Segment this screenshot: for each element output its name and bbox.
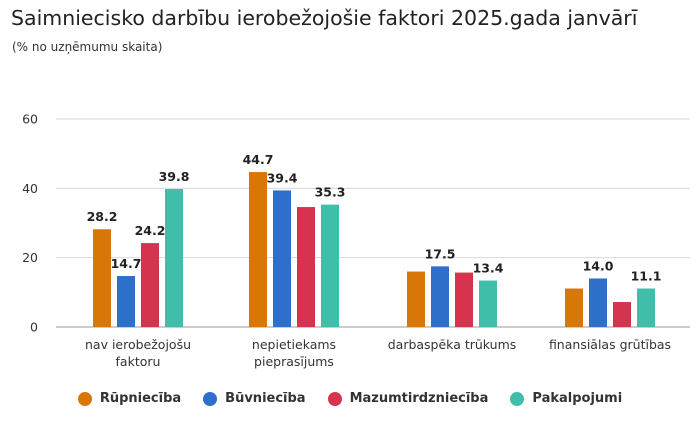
legend-swatch <box>203 391 218 406</box>
legend: Rūpniecība Būvniecība Mazumtirdzniecība Pak… <box>0 391 700 406</box>
bar <box>479 280 497 327</box>
legend-item[interactable]: Mazumtirdzniecība <box>327 391 489 406</box>
bar <box>321 204 339 327</box>
bar <box>249 172 267 327</box>
bar <box>407 271 425 327</box>
bar <box>93 229 111 327</box>
x-tick-label: finansiālas grūtības <box>549 337 671 352</box>
y-tick-label: 60 <box>22 112 38 127</box>
data-label: 11.1 <box>631 269 662 284</box>
legend-label: Būvniecība <box>225 391 306 406</box>
data-label: 17.5 <box>425 246 456 261</box>
chart-subtitle: (% no uzņēmumu skaita) <box>12 40 163 54</box>
bar <box>431 266 449 327</box>
bar <box>565 288 583 327</box>
bar <box>117 276 135 327</box>
gridlines: 0 20 40 60 <box>22 112 690 335</box>
y-tick-label: 40 <box>22 181 38 196</box>
data-label: 24.2 <box>135 223 166 238</box>
legend-label: Pakalpojumi <box>532 391 623 406</box>
bar <box>613 302 631 327</box>
bar <box>297 207 315 327</box>
bar <box>589 278 607 327</box>
x-tick-label: nav ierobežojošu <box>85 337 191 352</box>
data-label: 28.2 <box>87 209 118 224</box>
bar <box>637 288 655 327</box>
data-label: 13.4 <box>473 261 504 276</box>
data-label: 39.8 <box>159 169 190 184</box>
legend-item[interactable]: Rūpniecība <box>77 391 182 406</box>
y-tick-label: 20 <box>22 250 38 265</box>
x-tick-label: faktoru <box>116 354 161 369</box>
x-tick-label: darbaspēka trūkums <box>388 337 517 352</box>
data-label: 39.4 <box>267 170 298 185</box>
bars <box>93 172 655 327</box>
bar <box>455 272 473 327</box>
x-tick-label: pieprasījums <box>254 354 334 369</box>
legend-item[interactable]: Pakalpojumi <box>510 391 622 406</box>
legend-swatch <box>510 391 525 406</box>
legend-swatch <box>327 391 342 406</box>
x-tick-label: nepietiekams <box>252 337 336 352</box>
data-label: 14.7 <box>111 256 142 271</box>
bar <box>165 189 183 327</box>
bar <box>141 243 159 327</box>
chart-title: Saimniecisko darbību ierobežojošie fakto… <box>11 6 638 30</box>
data-labels: 28.2 14.7 24.2 39.8 44.7 39.4 35.3 17.5 13.4 14.0… <box>87 152 662 283</box>
x-axis-categories: nav ierobežojošu faktoru nepietiekams piepr… <box>85 337 671 369</box>
bar <box>273 190 291 327</box>
legend-label: Rūpniecība <box>99 391 182 406</box>
y-tick-label: 0 <box>30 320 38 335</box>
legend-label: Mazumtirdzniecība <box>349 391 489 406</box>
legend-item[interactable]: Būvniecība <box>203 391 306 406</box>
legend-swatch <box>77 391 92 406</box>
data-label: 14.0 <box>583 258 614 273</box>
data-label: 44.7 <box>243 152 274 167</box>
data-label: 35.3 <box>315 185 346 200</box>
